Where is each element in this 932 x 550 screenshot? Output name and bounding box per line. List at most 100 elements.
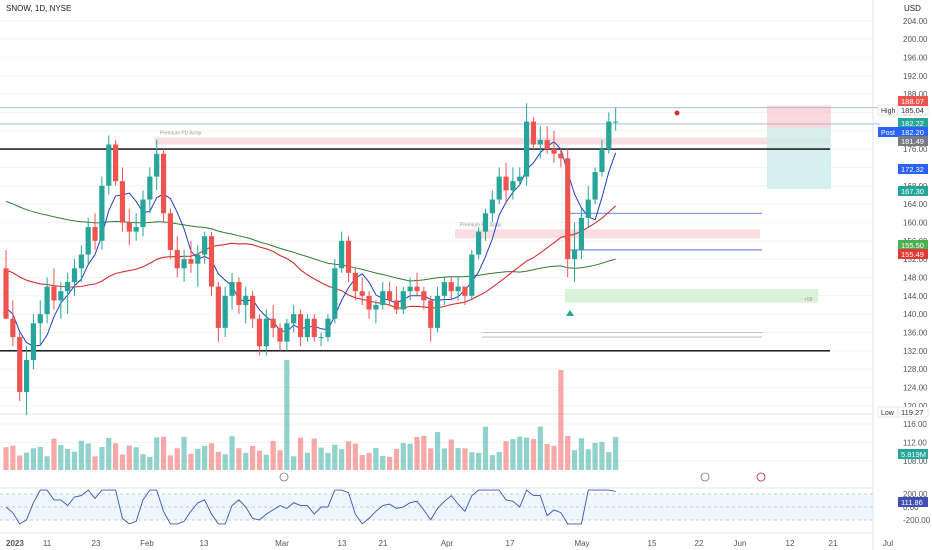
zone-label: Premium PD Array [460, 222, 502, 228]
price-tag-value: 167.30 [901, 187, 924, 196]
candle-body [400, 291, 406, 310]
volume-bar [359, 455, 365, 470]
candle-body [188, 259, 194, 264]
candle-body [359, 291, 365, 296]
volume-bar [352, 443, 358, 470]
candle-body [270, 318, 276, 328]
price-tick-label: 200.00 [903, 35, 928, 44]
price-axis: 204.00200.00196.00192.00188.00184.00180.… [903, 17, 928, 466]
volume-bar [366, 453, 372, 470]
price-tag-value: 119.27 [901, 408, 923, 417]
date-label: Jun [734, 539, 747, 548]
price-tick-label: 152.00 [903, 255, 928, 264]
price-tag-value: 182.20 [901, 128, 924, 137]
candle-body [551, 149, 557, 154]
candle-body [311, 318, 317, 338]
date-label: Feb [140, 539, 154, 548]
volume-bar [113, 443, 119, 470]
candle-body [256, 318, 263, 347]
volume-bar [126, 445, 132, 470]
volume-bar [613, 436, 619, 470]
price-tag-value: 5.819M [901, 450, 926, 459]
date-label: Mar [275, 539, 289, 548]
volume-bar [51, 438, 57, 470]
chart-title: SNOW, 1D, NYSE [6, 4, 71, 13]
volume-bar [99, 447, 105, 470]
pd-array-zones: Premium PD Array Premium PD Array +58 [155, 105, 831, 303]
candle-body [606, 121, 612, 150]
candle-body [613, 121, 619, 123]
price-tag-value: 155.49 [901, 250, 924, 259]
volume-bar [181, 436, 187, 470]
candle-body [263, 318, 269, 347]
price-tick-label: 116.00 [903, 420, 927, 429]
volume-bar [270, 440, 276, 470]
volume-bar [599, 441, 605, 470]
earnings-icon [700, 472, 710, 482]
candle-body [544, 139, 550, 150]
volume-bar [284, 360, 290, 470]
zone-box [455, 229, 760, 239]
candle-body [510, 181, 516, 191]
price-tick-label: 140.00 [903, 310, 928, 319]
volume-bar [65, 448, 71, 470]
volume-bar [92, 456, 98, 470]
volume-bar [243, 452, 249, 470]
volume-bar [37, 446, 43, 470]
volume-bar [297, 437, 304, 470]
candle-body [455, 286, 461, 292]
volume-bar [578, 438, 584, 470]
volume-bar [140, 454, 146, 470]
volume-bar [476, 452, 482, 470]
volume-bar [345, 441, 352, 470]
cci-band [0, 494, 873, 520]
date-label: 23 [92, 539, 101, 548]
price-tag-box [898, 164, 928, 174]
volume-bar [380, 456, 386, 470]
candle-body [393, 300, 400, 310]
volume-bar [229, 436, 235, 470]
candle-body [167, 213, 173, 250]
volume-bar [503, 441, 509, 470]
candle-body [291, 314, 297, 324]
cci-tick-label: 0.00 [903, 503, 919, 512]
cci-line [5, 489, 616, 525]
candle-body [339, 240, 345, 269]
candle-body [222, 295, 228, 328]
volume-bar [510, 439, 516, 470]
volume-bar [441, 448, 447, 470]
buy-triangle-marker [566, 310, 574, 316]
volume-bar [530, 439, 537, 470]
earnings-icon [279, 472, 289, 482]
candle-body [30, 323, 36, 360]
candle-body [304, 318, 310, 338]
price-tag-box [897, 406, 929, 418]
price-tag-box [898, 96, 928, 106]
price-tick-label: 148.00 [903, 273, 928, 282]
volume-bar [551, 445, 557, 470]
candle-body [243, 295, 249, 305]
candle-body [229, 282, 235, 296]
candle-body [140, 199, 146, 228]
candlesticks[interactable] [3, 103, 619, 415]
volume-bar [106, 437, 112, 470]
volume-bar [339, 449, 345, 470]
volume-bar [407, 443, 413, 470]
candle-body [174, 249, 180, 269]
candle-body [106, 144, 112, 186]
candle-body [3, 268, 9, 319]
volume-bar [208, 443, 215, 470]
volume-bars [3, 360, 619, 470]
volume-bar [167, 455, 173, 470]
price-tag-box [898, 118, 928, 128]
candle-body [380, 291, 386, 305]
date-label: 13 [338, 539, 347, 548]
volume-bar [585, 449, 591, 470]
price-tag-box [898, 186, 928, 196]
volume-bar [393, 448, 400, 470]
price-tick-label: 136.00 [903, 328, 928, 337]
ma-20-line [5, 141, 617, 347]
candle-body [160, 153, 167, 214]
candle-body [236, 282, 242, 305]
